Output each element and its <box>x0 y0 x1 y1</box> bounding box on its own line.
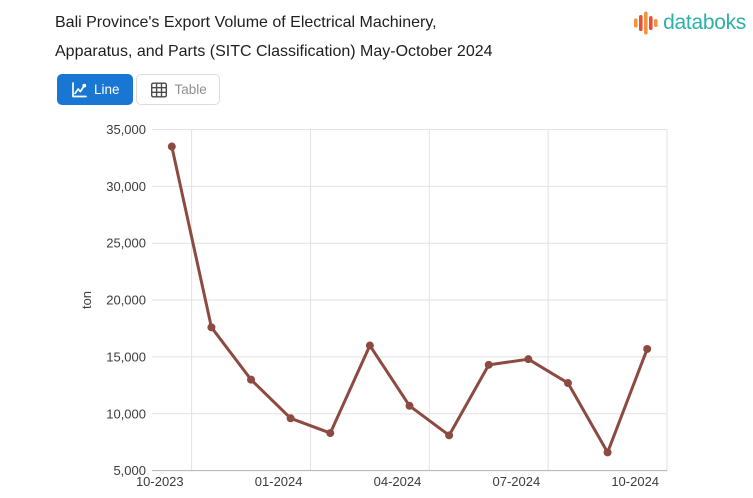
line-chart: 10-2023 01-2024 04-2024 07-2024 10-2024 5,000… <box>0 112 753 498</box>
line-chart-icon <box>72 81 87 97</box>
data-point-03-2024[interactable] <box>365 341 374 350</box>
table-view-label: Table <box>174 82 207 97</box>
y-tick-label: 20,000 <box>106 293 146 308</box>
data-point-02-2024[interactable] <box>326 429 335 438</box>
y-tick-label: 35,000 <box>106 122 146 137</box>
y-tick-label: 10,000 <box>106 406 146 421</box>
databoks-logo[interactable]: databoks <box>633 9 746 37</box>
y-tick-label: 5,000 <box>113 463 146 478</box>
x-tick-label: 01-2024 <box>255 474 303 489</box>
data-point-04-2024[interactable] <box>405 401 414 410</box>
x-tick-label: 07-2024 <box>492 474 540 489</box>
data-point-11-2023[interactable] <box>207 323 216 332</box>
x-tick-label: 10-2023 <box>136 474 184 489</box>
x-tick-label: 10-2024 <box>611 474 659 489</box>
chart-title: Bali Province's Export Volume of Electri… <box>55 8 595 66</box>
data-point-10-2024[interactable] <box>643 344 652 353</box>
data-point-05-2024[interactable] <box>445 431 454 440</box>
plot-area: 10-2023 01-2024 04-2024 07-2024 10-2024 5,000… <box>106 122 668 489</box>
data-point-06-2024[interactable] <box>484 360 493 369</box>
databoks-wordmark: databoks <box>663 11 746 34</box>
table-icon <box>150 82 167 98</box>
y-tick-label: 15,000 <box>106 349 146 364</box>
data-point-07-2024[interactable] <box>524 355 533 364</box>
data-point-01-2024[interactable] <box>286 414 295 423</box>
chart-title-line1: Bali Province's Export Volume of Electri… <box>55 14 437 31</box>
databoks-logo-icon <box>634 11 658 35</box>
y-axis-title: ton <box>79 290 94 310</box>
chart-title-line2: Apparatus, and Parts (SITC Classificatio… <box>55 43 493 60</box>
y-tick-label: 30,000 <box>106 179 146 194</box>
data-point-08-2024[interactable] <box>563 379 572 388</box>
data-point-12-2023[interactable] <box>247 375 256 384</box>
data-point-10-2023[interactable] <box>167 142 176 151</box>
line-view-button[interactable]: Line <box>57 74 133 105</box>
view-toggle: Line Table <box>57 74 220 105</box>
line-view-label: Line <box>94 82 120 97</box>
table-view-button[interactable]: Table <box>135 74 220 105</box>
x-tick-label: 04-2024 <box>374 474 422 489</box>
data-point-09-2024[interactable] <box>603 448 612 457</box>
y-tick-label: 25,000 <box>106 236 146 251</box>
